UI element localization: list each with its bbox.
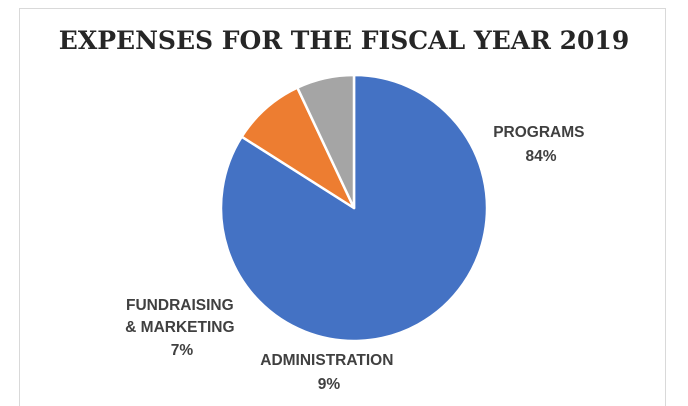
pie-slices xyxy=(219,73,489,343)
label-fundraising: FUNDRAISING & MARKETING 7% xyxy=(125,297,239,359)
label-fundraising-value: 7% xyxy=(171,342,194,359)
label-fundraising-line1: FUNDRAISING xyxy=(126,297,234,314)
label-administration-name: ADMINISTRATION xyxy=(260,352,393,369)
pie-slice-fundraising-marketing xyxy=(296,73,356,210)
chart-title: EXPENSES FOR THE FISCAL YEAR 2019 xyxy=(58,26,630,55)
label-administration-value: 9% xyxy=(318,376,341,393)
label-administration: ADMINISTRATION 9% xyxy=(260,352,398,393)
label-programs: PROGRAMS 84% xyxy=(493,124,589,165)
label-programs-name: PROGRAMS xyxy=(493,124,584,141)
label-fundraising-line2: & MARKETING xyxy=(125,319,234,336)
pie-labels: PROGRAMS 84% ADMINISTRATION 9% FUNDRAISI… xyxy=(125,124,589,393)
label-programs-value: 84% xyxy=(525,148,556,165)
